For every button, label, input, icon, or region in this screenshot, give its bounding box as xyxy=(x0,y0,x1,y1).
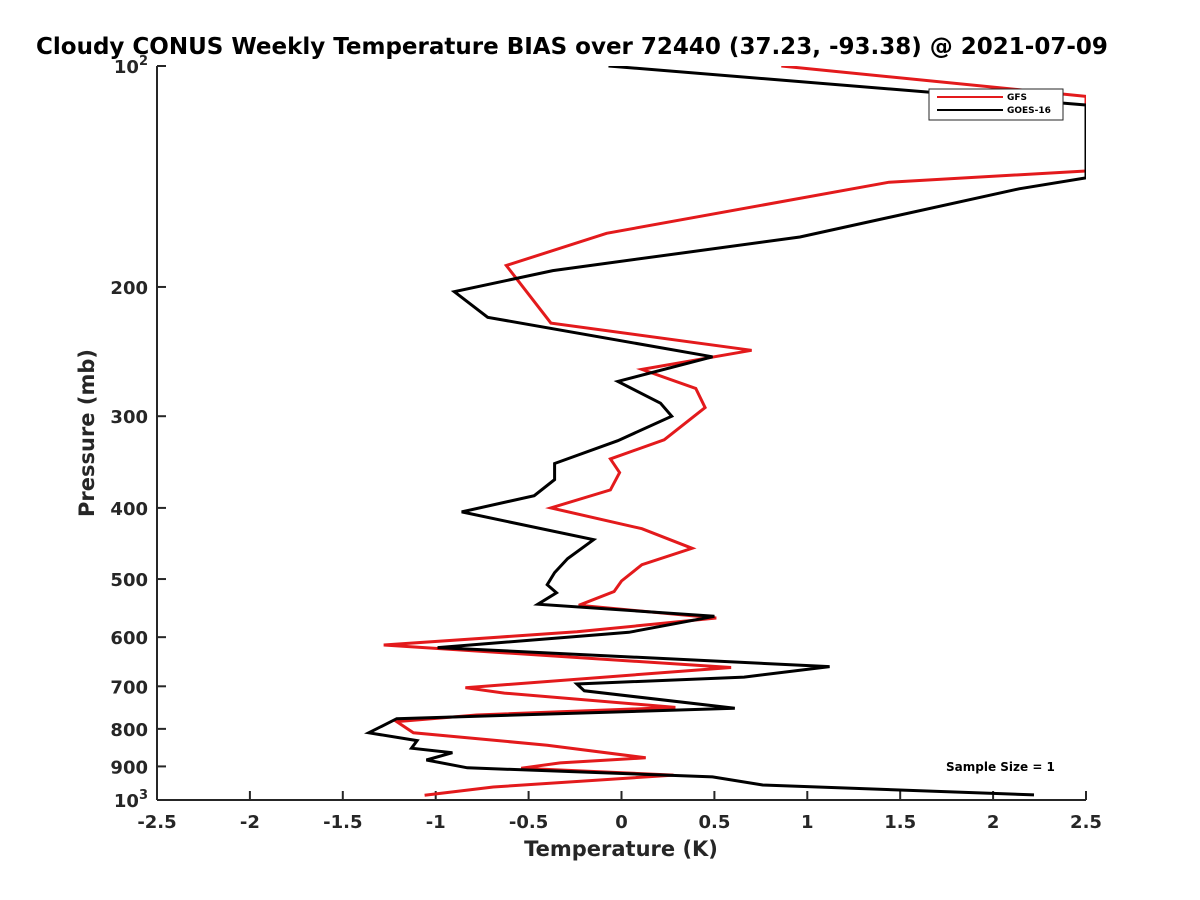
y-tick-label: 300 xyxy=(110,407,148,428)
x-tick-label: -0.5 xyxy=(509,812,548,833)
y-tick-label: 400 xyxy=(110,499,148,520)
y-tick-label: 200 xyxy=(110,278,148,299)
x-tick-label: 0 xyxy=(615,812,628,833)
x-tick-label: -2 xyxy=(240,812,260,833)
y-tick-label: 700 xyxy=(110,677,148,698)
x-tick-label: -1 xyxy=(426,812,446,833)
series-line-goes16 xyxy=(364,66,1086,797)
x-tick-label: 0.5 xyxy=(698,812,730,833)
x-tick-label: 1.5 xyxy=(884,812,916,833)
legend: GFS GOES-16 xyxy=(928,88,1064,121)
y-tick-label: 500 xyxy=(110,570,148,591)
series-line-gfs xyxy=(383,66,1086,797)
sample-size-annotation: Sample Size = 1 xyxy=(946,760,1055,774)
y-tick-label: 900 xyxy=(110,757,148,778)
y-tick-label: 800 xyxy=(110,720,148,741)
y-tick-label: 600 xyxy=(110,628,148,649)
legend-label-goes16: GOES-16 xyxy=(1007,106,1051,116)
x-tick-label: 2.5 xyxy=(1070,812,1102,833)
series-layer xyxy=(364,66,1086,797)
x-tick-label: -2.5 xyxy=(137,812,176,833)
y-tick-label-top: 102 xyxy=(114,54,148,78)
x-tick-label: 2 xyxy=(987,812,1000,833)
chart-title: Cloudy CONUS Weekly Temperature BIAS ove… xyxy=(36,34,1108,60)
x-axis-label: Temperature (K) xyxy=(524,837,718,861)
legend-label-gfs: GFS xyxy=(1007,93,1027,103)
plot-axes xyxy=(156,65,1087,801)
tick-labels: -2.5 -2 -1.5 -1 -0.5 0 0.5 1 1.5 2 2.5 200 300 400 500… xyxy=(110,54,1102,833)
x-tick-label: -1.5 xyxy=(323,812,362,833)
y-tick-label-bottom: 103 xyxy=(114,788,148,812)
y-axis-label: Pressure (mb) xyxy=(75,349,99,517)
x-tick-label: 1 xyxy=(801,812,814,833)
legend-box xyxy=(928,88,1064,121)
